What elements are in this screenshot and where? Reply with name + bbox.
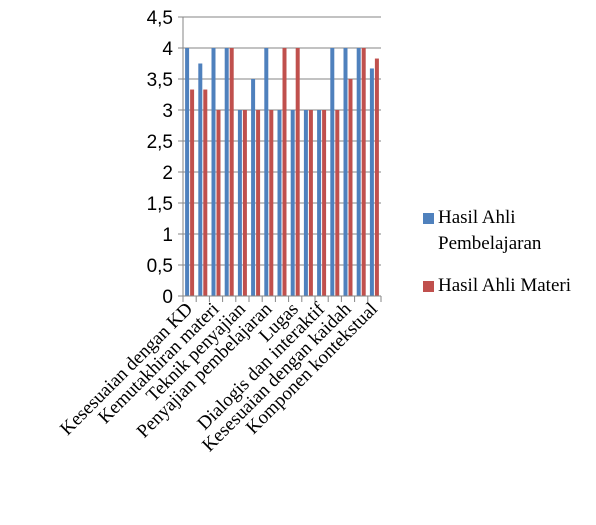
- legend-swatch-materi: [423, 281, 434, 292]
- bar-pembelajaran: [369, 68, 374, 297]
- y-tick-label: 3,5: [147, 70, 173, 91]
- bar-pembelajaran: [185, 48, 190, 296]
- bar-pembelajaran: [198, 63, 203, 296]
- legend-label-pembelajaran: Hasil Ahli Pembelajaran: [438, 207, 542, 254]
- bar-pembelajaran: [251, 79, 256, 296]
- y-tick-label: 0: [162, 287, 173, 308]
- legend-label-materi: Hasil Ahli Materi: [438, 275, 571, 296]
- x-axis: [182, 295, 382, 302]
- y-axis: 0 0,5 1 1,5 2 2,5 3 3,5 4 4,5: [147, 8, 184, 308]
- bar-materi: [282, 48, 287, 296]
- legend-item-pembelajaran: Hasil Ahli Pembelajaran: [423, 205, 593, 257]
- bar-materi: [348, 79, 353, 296]
- y-tick-label: 3: [162, 101, 173, 122]
- legend-item-materi: Hasil Ahli Materi: [423, 273, 593, 299]
- y-tick-label: 1,5: [147, 194, 173, 215]
- bar-pembelajaran: [343, 48, 348, 296]
- bar-materi: [216, 110, 221, 296]
- bar-pembelajaran: [290, 110, 295, 296]
- bar-materi: [374, 58, 379, 296]
- legend-swatch-pembelajaran: [423, 213, 434, 224]
- gridlines: [183, 16, 381, 266]
- bar-pembelajaran: [277, 110, 282, 296]
- bar-pembelajaran: [356, 48, 361, 296]
- bar-materi: [269, 110, 274, 296]
- y-tick-label: 1: [162, 225, 173, 246]
- bar-materi: [229, 48, 234, 296]
- y-tick-label: 4,5: [147, 8, 173, 29]
- bar-pembelajaran: [237, 110, 242, 296]
- bars: [185, 48, 379, 297]
- bar-pembelajaran: [211, 48, 216, 296]
- bar-materi: [322, 110, 327, 296]
- bar-materi: [295, 48, 300, 296]
- bar-materi: [308, 110, 313, 296]
- y-tick-label: 2,5: [147, 132, 173, 153]
- y-tick-label: 4: [162, 39, 173, 60]
- bar-pembelajaran: [264, 48, 269, 296]
- bar-materi: [190, 89, 195, 296]
- bar-materi: [203, 89, 208, 296]
- y-tick-label: 0,5: [147, 256, 173, 277]
- y-tick-label: 2: [162, 163, 173, 184]
- bar-pembelajaran: [330, 48, 335, 296]
- bar-materi: [335, 110, 340, 296]
- bar-pembelajaran: [224, 48, 229, 296]
- bar-materi: [361, 48, 366, 296]
- bar-materi: [242, 110, 247, 296]
- legend: Hasil Ahli Pembelajaran Hasil Ahli Mater…: [423, 205, 593, 315]
- bar-materi: [256, 110, 261, 296]
- bar-pembelajaran: [317, 110, 322, 296]
- bar-pembelajaran: [303, 110, 308, 296]
